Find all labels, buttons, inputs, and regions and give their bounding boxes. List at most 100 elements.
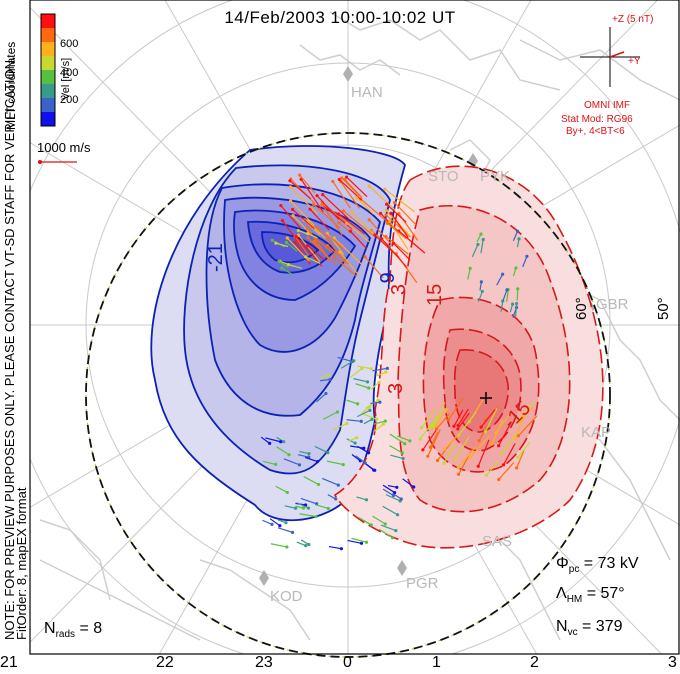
- velocity-vector: [458, 411, 477, 436]
- velocity-vector: [385, 494, 401, 502]
- velocity-vector: [453, 409, 464, 427]
- velocity-vector-origin: [365, 380, 370, 384]
- velocity-vector: [262, 519, 273, 525]
- colorbar-tick-600: 600: [60, 38, 79, 50]
- velocity-vector: [469, 435, 490, 459]
- velocity-vector-origin: [369, 523, 373, 527]
- velocity-vector-origin: [320, 202, 324, 207]
- velocity-vector-origin: [362, 446, 366, 450]
- velocity-vector: [275, 485, 288, 493]
- velocity-vector: [358, 516, 372, 526]
- velocity-vector-origin: [385, 366, 389, 370]
- velocity-vector-origin: [514, 266, 518, 270]
- velocity-vector: [295, 236, 323, 267]
- velocity-vector: [480, 239, 484, 254]
- velocity-vector-origin: [280, 266, 284, 270]
- velocity-vector: [380, 212, 400, 233]
- velocity-vector-origin: [388, 219, 392, 223]
- velocity-vector-origin: [383, 187, 387, 191]
- velocity-vector: [282, 220, 305, 252]
- velocity-vector: [429, 431, 439, 448]
- velocity-vector: [292, 215, 310, 232]
- velocity-vector-origin: [385, 221, 389, 225]
- lat-label-60: 60°: [573, 297, 590, 320]
- velocity-vector: [467, 268, 471, 280]
- velocity-vector-origin: [340, 176, 344, 180]
- velocity-vector-origin: [393, 201, 397, 205]
- velocity-vector-origin: [401, 456, 405, 461]
- velocity-vector: [297, 454, 309, 458]
- velocity-vector-origin: [315, 459, 320, 464]
- velocity-vector: [305, 256, 321, 264]
- imf-condition: By+, 4<BT<6: [566, 126, 625, 137]
- velocity-vector: [265, 437, 281, 443]
- velocity-vector: [364, 256, 384, 279]
- velocity-vector-origin: [274, 241, 278, 245]
- velocity-vector-origin: [306, 506, 311, 510]
- velocity-vector-origin: [376, 398, 380, 402]
- velocity-vector-origin: [331, 179, 335, 184]
- velocity-vector: [491, 419, 504, 445]
- velocity-vector-origin: [446, 418, 450, 422]
- velocity-vector-origin: [395, 513, 400, 517]
- velocity-vector: [342, 210, 374, 236]
- velocity-vector-origin: [268, 441, 272, 445]
- velocity-vector: [389, 221, 409, 250]
- velocity-vector-origin: [391, 241, 396, 245]
- velocity-vector: [300, 497, 317, 505]
- velocity-vector: [477, 291, 483, 302]
- velocity-vector: [382, 488, 394, 497]
- velocity-vector: [443, 444, 456, 464]
- velocity-vector: [506, 289, 509, 302]
- mlt-label-2: 2: [530, 654, 539, 671]
- velocity-vector: [307, 245, 326, 261]
- velocity-vector-origin: [457, 472, 461, 476]
- velocity-vector-origin: [326, 506, 330, 511]
- velocity-vectors: [260, 173, 538, 551]
- velocity-vector: [307, 233, 318, 239]
- velocity-vector-origin: [516, 455, 520, 459]
- velocity-vector-origin: [324, 391, 328, 396]
- velocity-vector-origin: [379, 211, 383, 215]
- velocity-vector: [357, 365, 372, 370]
- velocity-vector-origin: [288, 179, 292, 183]
- velocity-vector-origin: [306, 231, 310, 236]
- velocity-vector: [289, 180, 312, 200]
- velocity-vector: [398, 230, 426, 254]
- velocity-vector-origin: [421, 448, 425, 452]
- velocity-vector-origin: [381, 422, 386, 426]
- velocity-vector-origin: [297, 463, 302, 467]
- velocity-vector-origin: [352, 359, 356, 363]
- velocity-vector-origin: [338, 250, 342, 254]
- velocity-vector: [501, 431, 519, 455]
- velocity-vector-origin: [364, 540, 369, 544]
- velocity-vector: [500, 300, 504, 312]
- velocity-vector: [419, 416, 438, 440]
- velocity-vector: [498, 462, 515, 480]
- velocity-vector: [373, 420, 386, 425]
- velocity-vector-origin: [270, 522, 274, 526]
- velocity-vector-origin: [501, 272, 505, 276]
- velocity-vector: [322, 194, 350, 220]
- velocity-vector: [350, 445, 364, 449]
- velocity-vector-origin: [479, 232, 483, 236]
- velocity-vector: [316, 195, 340, 220]
- velocity-vector: [276, 446, 290, 456]
- velocity-vector-origin: [315, 502, 319, 506]
- velocity-vector-origin: [384, 208, 388, 212]
- velocity-vector: [321, 204, 343, 236]
- velocity-vector-origin: [479, 425, 483, 429]
- velocity-vector-origin: [363, 461, 367, 465]
- velocity-vector: [457, 412, 470, 430]
- velocity-vector-origin: [364, 498, 369, 502]
- velocity-vector-origin: [456, 427, 460, 431]
- velocity-vector: [275, 242, 289, 248]
- velocity-vector-origin: [514, 466, 519, 470]
- station-label-sas: SAS: [482, 533, 513, 550]
- velocity-vector: [349, 230, 367, 249]
- velocity-vector-origin: [308, 207, 312, 211]
- velocity-vector: [296, 502, 309, 509]
- velocity-vector-origin: [335, 410, 340, 414]
- velocity-vector-origin: [389, 211, 393, 215]
- velocity-vector-origin: [343, 177, 347, 182]
